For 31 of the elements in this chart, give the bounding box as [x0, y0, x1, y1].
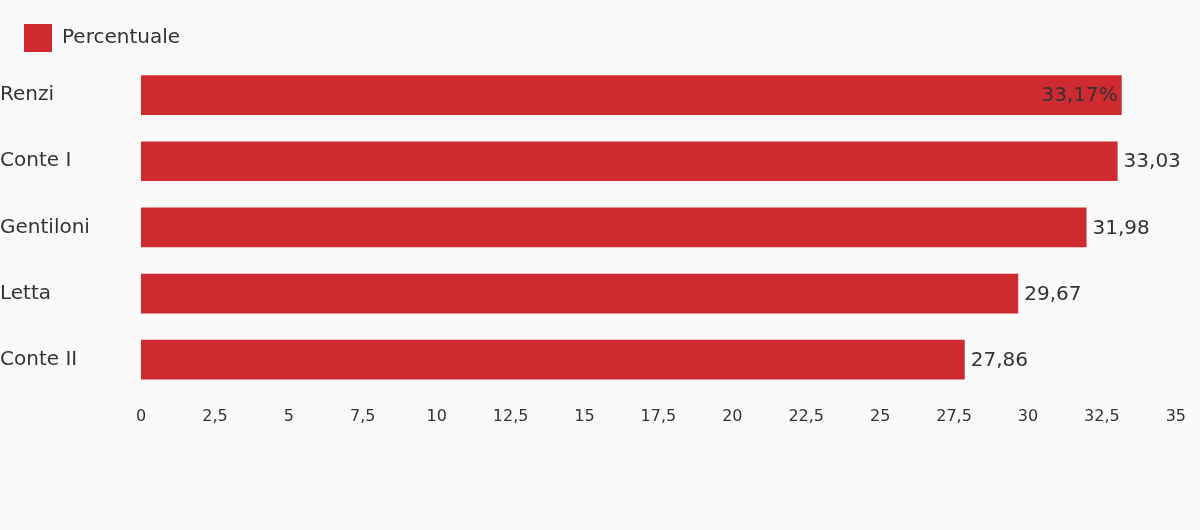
- bar: [141, 273, 1019, 314]
- y-tick-label: Conte II: [0, 345, 78, 370]
- bar: [141, 141, 1118, 182]
- bar: [141, 207, 1087, 248]
- x-tick-label: 22,5: [788, 405, 825, 425]
- y-tick-label: Conte I: [0, 147, 72, 172]
- x-tick-label: 15: [574, 405, 595, 425]
- y-tick-label: Gentiloni: [0, 213, 90, 238]
- data-label: 33,17%: [1041, 82, 1118, 107]
- x-tick-label: 30: [1017, 405, 1039, 425]
- bar: [141, 75, 1122, 115]
- x-tick-label: 32,5: [1084, 405, 1120, 425]
- x-tick-label: 20: [722, 405, 743, 425]
- x-tick-label: 5: [283, 405, 294, 425]
- x-tick-label: 25: [869, 405, 891, 425]
- data-label: 29,67: [1024, 280, 1082, 305]
- data-label: 31,98: [1092, 214, 1150, 239]
- x-tick-label: 7,5: [350, 405, 376, 425]
- x-tick-label: 35: [1165, 405, 1186, 425]
- legend-label: Percentuale: [62, 24, 181, 49]
- data-label: 33,03: [1123, 148, 1181, 173]
- x-tick-label: 17,5: [640, 405, 677, 425]
- data-label: 27,86: [970, 346, 1028, 371]
- x-tick-label: 2,5: [202, 405, 228, 425]
- y-tick-label: Renzi: [0, 81, 55, 106]
- x-tick-label: 12,5: [492, 405, 529, 425]
- x-tick-label: 27,5: [936, 405, 972, 425]
- bar: [141, 339, 965, 380]
- x-tick-label: 0: [135, 405, 147, 425]
- x-tick-label: 10: [426, 405, 447, 425]
- y-tick-label: Letta: [0, 279, 52, 304]
